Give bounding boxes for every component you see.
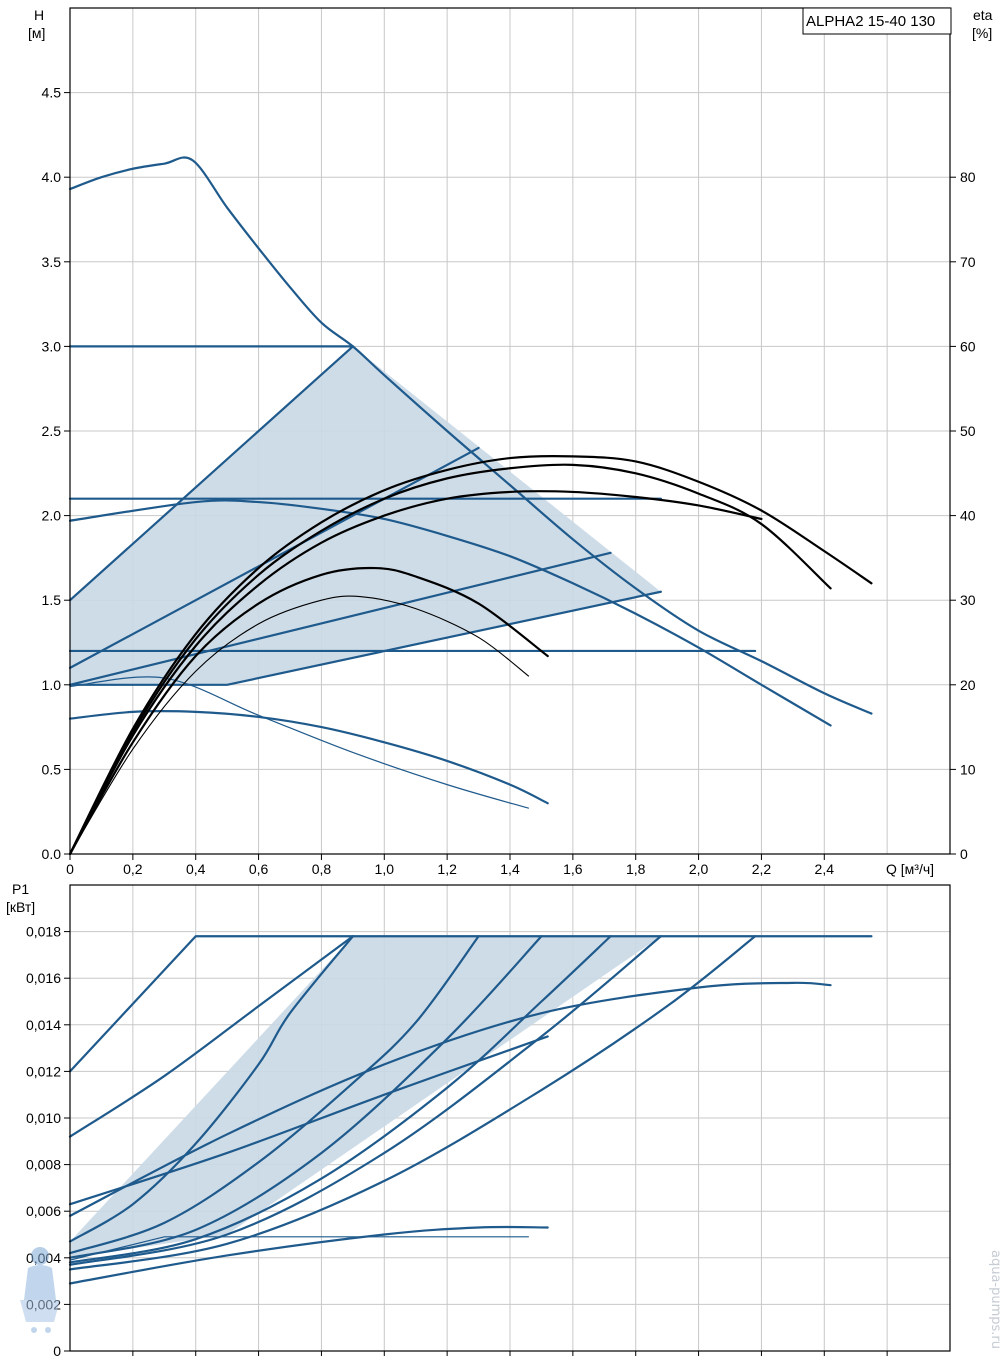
p1-tick-label: 0,008	[26, 1157, 61, 1173]
eta-tick-label: 20	[960, 677, 976, 693]
qh-series-10	[68, 590, 662, 686]
x-tick-label: 2,0	[689, 861, 709, 877]
y-tick-label: 0.0	[42, 846, 62, 862]
y-tick-label: 0.5	[42, 761, 62, 777]
p1-operating-area-polygon	[70, 936, 661, 1258]
x-tick-label: 0,4	[186, 861, 206, 877]
p1-series-11	[69, 1236, 529, 1261]
p1-series	[68, 935, 873, 1285]
title-box	[802, 7, 952, 35]
y-tick-label: 1.5	[42, 592, 62, 608]
y-tick-label: 3.0	[42, 338, 62, 354]
x-tick-label: 2,2	[752, 861, 772, 877]
x-tick-label: 0,2	[123, 861, 143, 877]
qh-ylabel-left-line2: [м]	[28, 25, 45, 41]
qh-xlabel: Q [м³/ч]	[886, 861, 934, 877]
p1-series-7	[68, 935, 757, 1271]
eta-tick-label: 40	[960, 508, 976, 524]
x-tick-label: 1,0	[375, 861, 395, 877]
p1-tick-label: 0,018	[26, 924, 61, 940]
p1-ylabel-line2: [кВт]	[6, 899, 35, 915]
p1-tick-label: 0,016	[26, 970, 61, 986]
qh-series-12	[68, 463, 832, 856]
qh-ylabel-right-line1: eta	[973, 7, 993, 23]
y-tick-label: 3.5	[42, 254, 62, 270]
eta-tick-label: 0	[960, 846, 968, 862]
x-tick-label: 1,4	[500, 861, 520, 877]
x-tick-label: 0,8	[312, 861, 332, 877]
p1-series-1	[68, 935, 354, 1138]
p1-tick-label: 0,006	[26, 1203, 61, 1219]
y-tick-label: 4.5	[42, 85, 62, 101]
p1-series-4	[68, 935, 543, 1259]
qh-series-11	[68, 454, 873, 856]
p1-tick-label: 0,012	[26, 1063, 61, 1079]
qh-series-3	[69, 676, 530, 809]
x-tick-label: 1,8	[626, 861, 646, 877]
p1-series-0	[68, 935, 873, 1073]
eta-tick-label: 50	[960, 423, 976, 439]
qh-series-8	[68, 446, 480, 669]
qh-series-2	[68, 710, 549, 805]
y-tick-label: 2.5	[42, 423, 62, 439]
qh-series-13	[68, 490, 763, 856]
chart-title: ALPHA2 15-40 130	[806, 13, 935, 30]
y-tick-label: 2.0	[42, 508, 62, 524]
y-tick-label: 4.0	[42, 169, 62, 185]
y-tick-label: 1.0	[42, 677, 62, 693]
qh-ylabel-left-line1: H	[34, 7, 44, 23]
x-tick-label: 1,6	[563, 861, 583, 877]
p1-series-10	[68, 1225, 549, 1285]
watermark-logo	[20, 1247, 60, 1333]
qh-ticks: 0 0,2 0,4 0,6 0,8 1,0 1,2 1,4 1,6 1,8 2,0 2,2 2,4 0.0…	[42, 85, 976, 877]
eta-tick-label: 10	[960, 761, 976, 777]
qh-grid	[70, 8, 950, 854]
eta-tick-label: 70	[960, 254, 976, 270]
x-tick-label: 2,4	[815, 861, 835, 877]
qh-series-7	[68, 345, 354, 602]
p1-operating-area	[70, 936, 661, 1258]
p1-tick-label: 0,014	[26, 1017, 61, 1033]
watermark-text: aqua-pumps.ru	[988, 1250, 1003, 1349]
qh-series	[68, 156, 873, 856]
qh-ylabel-right-line2: [%]	[972, 25, 992, 41]
p1-ylabel-line1: P1	[12, 881, 29, 897]
x-tick-label: 1,2	[437, 861, 457, 877]
p1-series-2	[68, 935, 354, 1243]
eta-tick-label: 60	[960, 338, 976, 354]
eta-tick-label: 80	[960, 169, 976, 185]
qh-series-14	[68, 566, 549, 856]
p1-tick-label: 0	[53, 1343, 61, 1359]
eta-tick-label: 30	[960, 592, 976, 608]
qh-series-9	[68, 551, 612, 686]
x-tick-label: 0,6	[249, 861, 269, 877]
qh-series-0	[68, 156, 873, 715]
p1-series-8	[68, 981, 832, 1217]
p1-tick-label: 0,010	[26, 1110, 61, 1126]
p1-series-5	[68, 935, 612, 1264]
x-tick-label: 0	[66, 861, 74, 877]
p1-series-9	[68, 1035, 549, 1206]
qh-series-15	[69, 595, 530, 855]
